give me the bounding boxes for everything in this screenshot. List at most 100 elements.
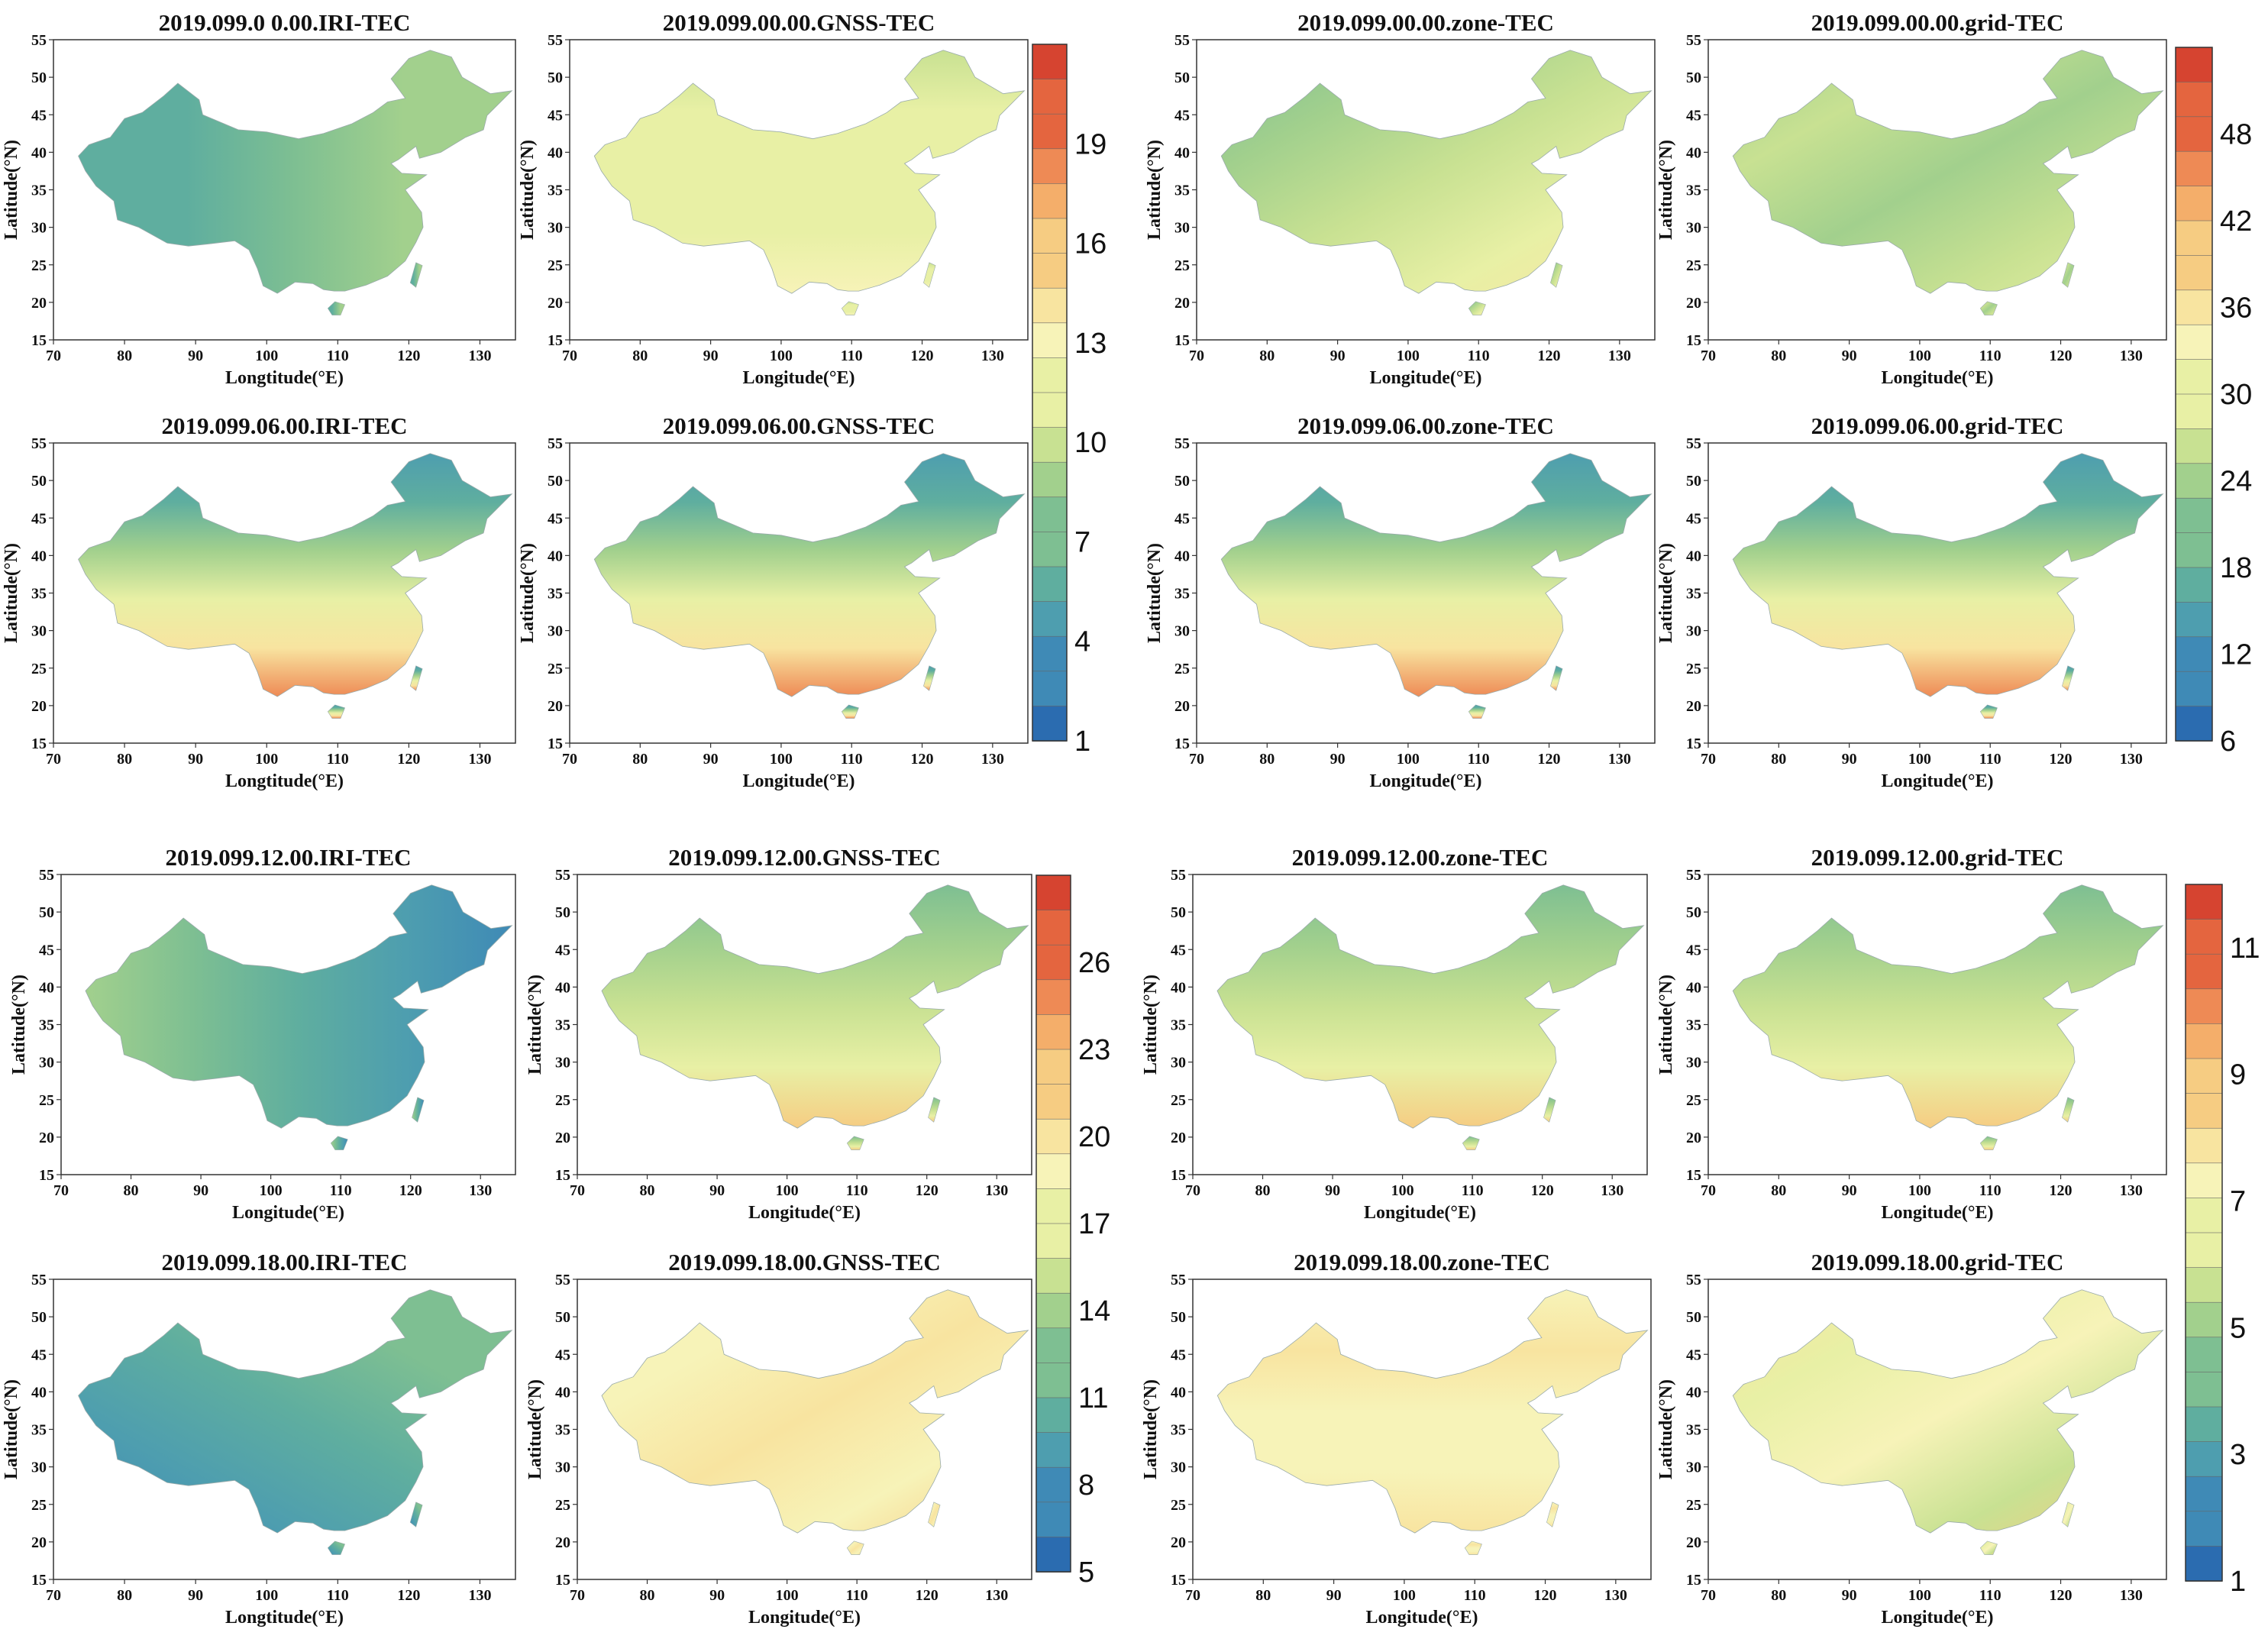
y-tick-label: 25 bbox=[1174, 257, 1190, 274]
map-panel-p12-zone: 2019.099.12.00.zone-TEC 70 80 90 100 110 120 13… bbox=[1141, 844, 1648, 1223]
colorbar-segment bbox=[1035, 1188, 1071, 1224]
colorbar-segment bbox=[2185, 1546, 2223, 1582]
y-tick-label: 50 bbox=[31, 473, 47, 490]
y-tick-label: 25 bbox=[555, 1497, 570, 1514]
colorbar-label: 6 bbox=[2220, 726, 2236, 758]
panel-title: 2019.099.12.00.grid-TEC bbox=[1811, 844, 2064, 871]
y-tick-label: 35 bbox=[1174, 586, 1190, 603]
colorbar-segment bbox=[1032, 148, 1068, 185]
x-tick-label: 110 bbox=[841, 751, 863, 768]
x-tick-label: 110 bbox=[1464, 1587, 1486, 1604]
x-tick-label: 80 bbox=[117, 1587, 132, 1604]
tec-map-china bbox=[1220, 453, 1653, 697]
x-tick-label: 90 bbox=[1325, 1182, 1340, 1199]
colorbar-segment bbox=[1035, 979, 1071, 1016]
map-panel-p18-iri: 2019.099.18.00.IRI-TEC 70 80 90 100 110 120 130… bbox=[2, 1249, 516, 1628]
y-tick-label: 45 bbox=[1686, 107, 1701, 124]
y-tick-label: 20 bbox=[1686, 295, 1701, 312]
x-axis-label: Longitude(°E) bbox=[743, 368, 855, 388]
x-tick-label: 120 bbox=[2050, 751, 2073, 768]
y-tick-label: 40 bbox=[31, 144, 47, 161]
colorbar-label: 4 bbox=[1074, 626, 1090, 658]
map-panel-p06-gnss: 2019.099.06.00.GNSS-TEC 70 80 90 100 110 120 13… bbox=[518, 412, 1029, 791]
tec-map-china bbox=[601, 884, 1029, 1129]
tec-map-taiwan bbox=[2062, 1097, 2075, 1123]
y-tick-label: 20 bbox=[555, 1130, 570, 1146]
y-tick-label: 45 bbox=[1174, 107, 1190, 124]
y-tick-label: 55 bbox=[1686, 32, 1701, 49]
colorbar-label: 8 bbox=[1078, 1469, 1094, 1502]
colorbar-segment bbox=[2185, 1267, 2223, 1303]
map-panel-p00-gnss: 2019.099.00.00.GNSS-TEC 70 80 90 100 110 120 13… bbox=[518, 9, 1029, 388]
tec-map-taiwan bbox=[2062, 665, 2075, 691]
map-panel-p06-grid: 2019.099.06.00.grid-TEC 70 80 90 100 110 120 13… bbox=[1656, 412, 2167, 791]
colorbar-segment bbox=[1032, 287, 1068, 324]
x-tick-label: 90 bbox=[193, 1182, 208, 1199]
x-tick-label: 70 bbox=[46, 1587, 61, 1604]
colorbar-segment bbox=[2175, 671, 2213, 707]
colorbar-segment bbox=[1032, 461, 1068, 498]
x-tick-label: 130 bbox=[468, 348, 491, 364]
map-panel-p18-zone: 2019.099.18.00.zone-TEC 70 80 90 100 110 120 13… bbox=[1141, 1249, 1652, 1628]
x-tick-label: 100 bbox=[1908, 1182, 1931, 1199]
colorbar-segment bbox=[2185, 1023, 2223, 1059]
y-tick-label: 30 bbox=[39, 1055, 54, 1072]
y-tick-label: 40 bbox=[1174, 548, 1190, 564]
colorbar-frame bbox=[1032, 44, 1068, 742]
tec-map-taiwan bbox=[923, 262, 936, 288]
x-tick-label: 70 bbox=[562, 348, 577, 364]
y-axis-label: Latitude(°N) bbox=[9, 975, 29, 1075]
tec-map-hainan bbox=[1464, 1540, 1482, 1555]
x-tick-label: 90 bbox=[1326, 1587, 1342, 1604]
colorbar-segment bbox=[1035, 1153, 1071, 1190]
y-axis-label: Latitude(°N) bbox=[1656, 1379, 1676, 1479]
y-axis-label: Latitude(°N) bbox=[1145, 140, 1165, 240]
y-tick-label: 40 bbox=[555, 1384, 570, 1401]
y-tick-label: 25 bbox=[31, 1497, 47, 1514]
x-axis-label: Longitude(°E) bbox=[1882, 771, 1994, 791]
colorbar-segment bbox=[1032, 496, 1068, 533]
map-panel-p00-iri: 2019.099.0 0.00.IRI-TEC 70 80 90 100 110 120 13… bbox=[2, 9, 516, 388]
map-panel-p12-grid: 2019.099.12.00.grid-TEC 70 80 90 100 110 120 13… bbox=[1656, 844, 2167, 1223]
panel-title: 2019.099.12.00.zone-TEC bbox=[1292, 844, 1549, 871]
map-panel-p00-grid: 2019.099.00.00.grid-TEC 70 80 90 100 110 120 13… bbox=[1656, 9, 2167, 388]
x-axis-label: Longitude(°E) bbox=[1882, 1608, 1994, 1628]
y-tick-label: 40 bbox=[548, 144, 563, 161]
colorbar-segment bbox=[1035, 1084, 1071, 1120]
map-panel-p06-iri: 2019.099.06.00.IRI-TEC 70 80 90 100 110 120 130… bbox=[2, 412, 516, 791]
y-tick-label: 30 bbox=[1171, 1055, 1186, 1072]
colorbar-segment bbox=[2175, 359, 2213, 395]
colorbar-segment bbox=[2175, 706, 2213, 742]
y-tick-label: 45 bbox=[548, 510, 563, 527]
y-tick-label: 30 bbox=[1174, 623, 1190, 640]
tec-map-hainan bbox=[1468, 704, 1486, 719]
x-tick-label: 90 bbox=[1330, 751, 1346, 768]
x-tick-label: 130 bbox=[985, 1587, 1008, 1604]
y-tick-label: 25 bbox=[39, 1092, 54, 1109]
x-axis-label: Longitude(°E) bbox=[748, 1608, 861, 1628]
x-tick-label: 80 bbox=[124, 1182, 139, 1199]
x-tick-label: 100 bbox=[255, 348, 278, 364]
colorbar-segment bbox=[2185, 1476, 2223, 1512]
x-axis-label: Longitude(°E) bbox=[1366, 1608, 1478, 1628]
tec-map-china bbox=[601, 1289, 1029, 1534]
panel-title: 2019.099.18.00.zone-TEC bbox=[1294, 1249, 1550, 1275]
x-axis-label: Longitude(°E) bbox=[1364, 1203, 1476, 1223]
y-tick-label: 25 bbox=[31, 257, 47, 274]
colorbar-label: 7 bbox=[1074, 526, 1090, 558]
colorbar-segment bbox=[1035, 1363, 1071, 1398]
colorbar-label: 12 bbox=[2220, 639, 2252, 671]
y-tick-label: 20 bbox=[1171, 1130, 1186, 1146]
y-tick-label: 30 bbox=[1686, 1460, 1701, 1476]
x-tick-label: 70 bbox=[570, 1182, 585, 1199]
tec-map-china bbox=[1220, 50, 1653, 294]
x-tick-label: 80 bbox=[1255, 1587, 1271, 1604]
colorbar-segment bbox=[1032, 532, 1068, 567]
tec-map-hainan bbox=[1979, 704, 1998, 719]
y-tick-label: 15 bbox=[31, 332, 47, 349]
x-tick-label: 130 bbox=[2120, 1587, 2143, 1604]
y-tick-label: 30 bbox=[1171, 1460, 1186, 1476]
colorbar-label: 18 bbox=[2220, 552, 2252, 584]
x-tick-label: 120 bbox=[397, 1587, 420, 1604]
colorbar-segment bbox=[2185, 1511, 2223, 1547]
